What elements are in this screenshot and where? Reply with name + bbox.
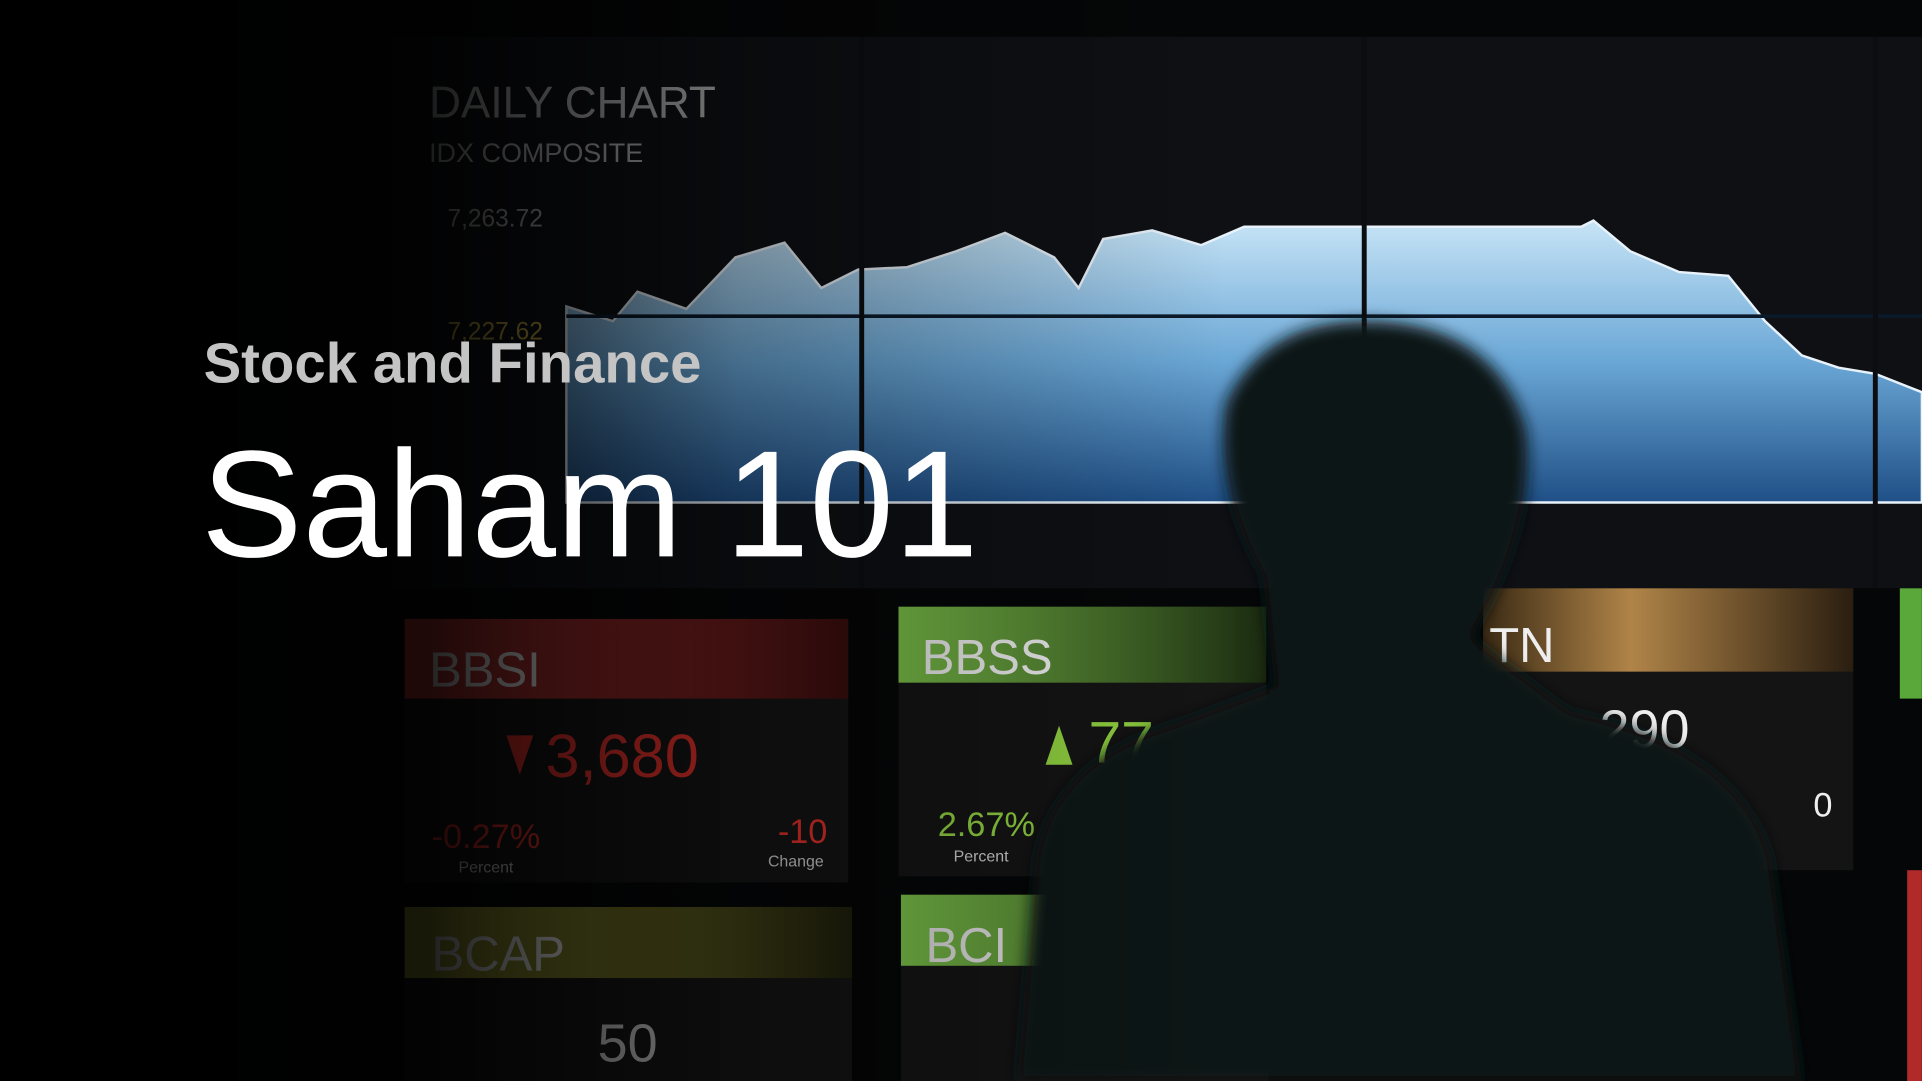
tile-header — [1483, 588, 1854, 672]
slide-title: Saham 101 — [201, 419, 978, 589]
tile-edge — [1907, 870, 1922, 1081]
text-scrim — [0, 0, 1226, 1081]
tile-edge — [1899, 588, 1922, 699]
change: 0 — [1813, 786, 1832, 824]
eyebrow: Stock and Finance — [204, 331, 702, 394]
